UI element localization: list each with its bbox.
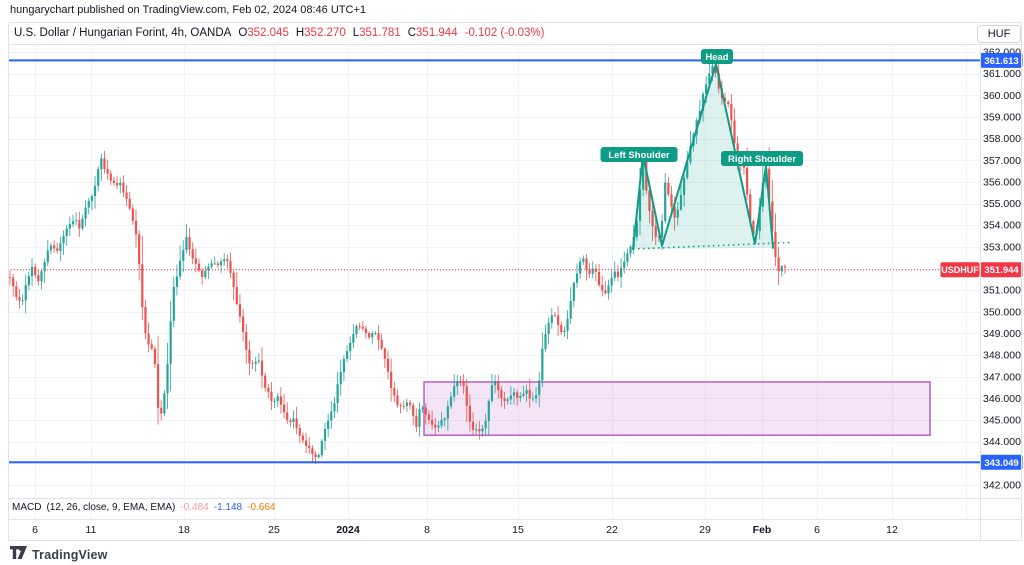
svg-text:344.000: 344.000 bbox=[983, 436, 1021, 448]
svg-text:346.000: 346.000 bbox=[983, 393, 1021, 405]
svg-text:355.000: 355.000 bbox=[983, 198, 1021, 210]
symbol-price-flag bbox=[940, 262, 980, 278]
high-value: 352.270 bbox=[304, 27, 346, 39]
svg-text:15: 15 bbox=[512, 524, 524, 536]
close-value: 351.944 bbox=[416, 27, 458, 39]
change-value: -0.102 (-0.03%) bbox=[464, 27, 545, 39]
svg-text:351.000: 351.000 bbox=[983, 285, 1021, 297]
symbol-legend[interactable]: U.S. Dollar / Hungarian Forint, 4h, OAND… bbox=[14, 27, 545, 39]
svg-text:360.000: 360.000 bbox=[983, 90, 1021, 102]
pattern-label-head[interactable] bbox=[701, 49, 733, 64]
svg-text:343.049: 343.049 bbox=[984, 458, 1018, 469]
svg-text:Feb: Feb bbox=[753, 524, 772, 536]
low-label: L bbox=[352, 27, 360, 39]
svg-text:18: 18 bbox=[178, 524, 190, 536]
open-label: O bbox=[238, 27, 248, 39]
pattern-label-left-shoulder[interactable] bbox=[600, 147, 678, 162]
svg-text:350.000: 350.000 bbox=[983, 306, 1021, 318]
macd-signal-value: -0.664 bbox=[247, 502, 276, 513]
candles bbox=[8, 55, 786, 465]
svg-text:347.000: 347.000 bbox=[983, 371, 1021, 383]
macd-name: MACD bbox=[12, 502, 42, 513]
svg-text:2024: 2024 bbox=[336, 524, 360, 536]
svg-text:349.000: 349.000 bbox=[983, 328, 1021, 340]
macd-legend[interactable]: MACD (12, 26, close, 9, EMA, EMA) -0.484 -1… bbox=[12, 502, 280, 513]
svg-text:361.000: 361.000 bbox=[983, 68, 1021, 80]
attribution-text: hungarychart published on TradingView.co… bbox=[10, 4, 366, 16]
svg-text:6: 6 bbox=[814, 524, 820, 536]
svg-text:351.944: 351.944 bbox=[984, 265, 1019, 276]
supply-zone-rectangle[interactable] bbox=[423, 381, 931, 436]
svg-text:12: 12 bbox=[886, 524, 898, 536]
svg-text:356.000: 356.000 bbox=[983, 176, 1021, 188]
svg-text:29: 29 bbox=[699, 524, 711, 536]
tradingview-logo-icon bbox=[10, 546, 27, 564]
low-value: 351.781 bbox=[359, 27, 401, 39]
macd-params: (12, 26, close, 9, EMA, EMA) bbox=[46, 502, 176, 513]
svg-text:345.000: 345.000 bbox=[983, 415, 1021, 427]
svg-text:Right Shoulder: Right Shoulder bbox=[728, 154, 796, 165]
macd-hist-value: -0.484 bbox=[180, 502, 209, 513]
current-price-axis-flag bbox=[980, 262, 1023, 278]
tradingview-logo-text: TradingView bbox=[32, 548, 108, 562]
head-and-shoulders-pattern[interactable]: Left Shoulder Head Right Shoulder bbox=[600, 49, 804, 251]
svg-text:359.000: 359.000 bbox=[983, 111, 1021, 123]
axis-flag-343.049 bbox=[980, 454, 1023, 470]
svg-text:353.000: 353.000 bbox=[983, 241, 1021, 253]
svg-text:342.000: 342.000 bbox=[983, 480, 1021, 492]
svg-text:6: 6 bbox=[32, 524, 38, 536]
svg-text:357.000: 357.000 bbox=[983, 155, 1021, 167]
close-label: C bbox=[407, 27, 417, 39]
axis-flag-361.613 bbox=[980, 52, 1023, 68]
currency-axis-button[interactable]: HUF bbox=[977, 25, 1021, 43]
svg-text:Left Shoulder: Left Shoulder bbox=[608, 150, 670, 161]
svg-text:22: 22 bbox=[606, 524, 618, 536]
svg-text:25: 25 bbox=[268, 524, 280, 536]
chart-frame bbox=[8, 22, 1022, 541]
tradingview-logo[interactable]: TradingView bbox=[10, 546, 108, 564]
pattern-label-right-shoulder[interactable] bbox=[721, 151, 803, 166]
svg-text:361.613: 361.613 bbox=[984, 56, 1018, 67]
svg-text:8: 8 bbox=[424, 524, 430, 536]
svg-text:358.000: 358.000 bbox=[983, 133, 1021, 145]
high-label: H bbox=[295, 27, 305, 39]
svg-text:USDHUF: USDHUF bbox=[941, 265, 979, 275]
svg-text:348.000: 348.000 bbox=[983, 350, 1021, 362]
svg-text:354.000: 354.000 bbox=[983, 220, 1021, 232]
svg-text:Head: Head bbox=[705, 52, 728, 63]
macd-line-value: -1.148 bbox=[213, 502, 243, 513]
price-axis[interactable]: 342.000343.000344.000345.000346.000347.0… bbox=[940, 47, 1023, 492]
symbol-title: U.S. Dollar / Hungarian Forint, 4h, OAND… bbox=[14, 27, 232, 39]
open-value: 352.045 bbox=[247, 27, 289, 39]
gridlines bbox=[8, 44, 980, 519]
price-levels[interactable] bbox=[8, 59, 980, 464]
pattern-neckline bbox=[632, 241, 791, 250]
svg-text:11: 11 bbox=[86, 524, 97, 536]
time-axis[interactable]: 6 11 18 25 2024 8 15 22 29 Feb 6 12 bbox=[32, 524, 898, 536]
